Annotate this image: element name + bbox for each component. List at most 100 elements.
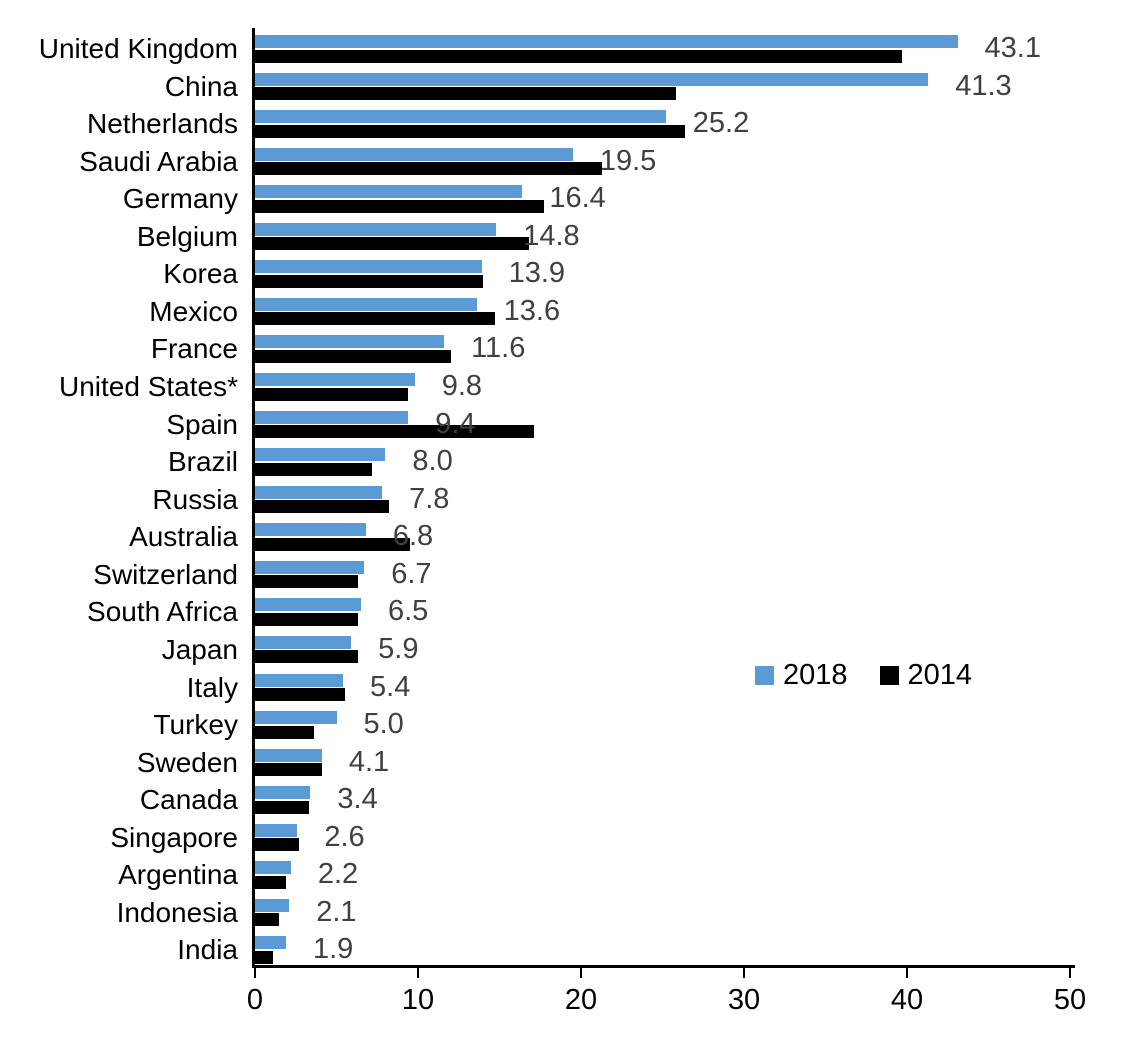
category-label: Belgium: [136, 220, 238, 252]
value-label: 16.4: [549, 182, 606, 215]
category-label: Japan: [161, 633, 238, 665]
bar-2014: [255, 913, 280, 927]
category-label: Germany: [122, 183, 238, 215]
category-label: Singapore: [110, 821, 238, 853]
category-label: Mexico: [149, 295, 238, 327]
value-label: 14.8: [523, 219, 580, 252]
value-label: 2.6: [324, 820, 365, 853]
category-label: Spain: [166, 408, 238, 440]
x-axis-tick-label: 40: [890, 984, 924, 1016]
legend-swatch-2018-icon: [755, 666, 774, 685]
x-axis-tick: [743, 968, 745, 978]
bar-2018: [255, 260, 482, 274]
bar-2018: [255, 635, 352, 649]
value-label: 5.4: [370, 670, 411, 703]
y-axis-line: [252, 28, 255, 968]
x-axis-line: [252, 965, 1075, 968]
value-label: 6.8: [392, 520, 434, 553]
bar-2018: [255, 786, 311, 800]
x-axis-tick: [254, 968, 256, 978]
bar-2018: [255, 335, 445, 349]
category-label: China: [164, 70, 238, 102]
bar-2018: [255, 35, 958, 48]
value-label: 9.8: [441, 370, 483, 403]
value-label: 8.0: [412, 445, 453, 478]
value-label: 1.9: [312, 933, 354, 966]
value-label: 2.2: [317, 858, 359, 891]
bar-2018: [255, 898, 290, 912]
legend-label-2018: 2018: [783, 659, 848, 691]
bar-2018: [255, 485, 383, 499]
bar-2018: [255, 861, 291, 875]
bar-2018: [255, 72, 929, 86]
bar-2014: [255, 49, 903, 63]
bar-2014: [255, 575, 358, 589]
bar-2014: [255, 650, 358, 664]
category-label: India: [177, 934, 238, 966]
x-axis-tick: [580, 968, 582, 978]
bar-2018: [255, 373, 415, 387]
bar-2014: [255, 274, 484, 288]
x-axis-tick-label: 50: [1053, 984, 1087, 1016]
category-label: Brazil: [167, 446, 238, 478]
value-label: 2.1: [316, 895, 357, 928]
bar-2018: [255, 110, 666, 124]
bar-2014: [255, 312, 495, 326]
x-axis-tick: [1069, 968, 1071, 978]
bar-2014: [255, 950, 273, 964]
bar-2018: [255, 823, 298, 837]
category-label: Canada: [139, 784, 238, 816]
bar-2014: [255, 199, 544, 213]
x-axis-tick: [417, 968, 419, 978]
value-label: 13.9: [508, 257, 566, 290]
value-label: 25.2: [692, 107, 750, 140]
legend-swatch-2014-icon: [879, 666, 899, 685]
category-label: Australia: [129, 521, 238, 553]
bar-2014: [255, 688, 345, 702]
category-label: Russia: [152, 483, 238, 515]
bar-2014: [255, 763, 322, 777]
category-label: Switzerland: [93, 558, 238, 590]
bar-2018: [255, 147, 573, 161]
category-label: United Kingdom: [38, 33, 238, 64]
category-label: France: [150, 333, 238, 365]
bar-2018: [255, 185, 523, 199]
bar-2014: [255, 838, 299, 852]
category-label: Saudi Arabia: [79, 145, 238, 177]
value-label: 5.9: [378, 632, 419, 665]
x-axis-tick-label: 0: [246, 984, 264, 1016]
value-label: 3.4: [337, 783, 378, 816]
bar-2018: [255, 711, 337, 725]
bar-2014: [255, 500, 389, 514]
legend-item-2018: 2018: [755, 661, 848, 690]
x-axis-tick: [906, 968, 908, 978]
bar-2014: [255, 387, 409, 401]
value-label: 6.5: [387, 595, 429, 628]
bar-2018: [255, 410, 409, 424]
category-label: Sweden: [136, 746, 238, 778]
category-label: United States*: [59, 371, 238, 403]
bar-2018: [255, 297, 477, 311]
category-label: South Africa: [87, 596, 238, 628]
value-label: 13.6: [503, 294, 561, 327]
category-label: Netherlands: [87, 108, 238, 140]
category-label: Turkey: [153, 709, 238, 741]
category-label: Italy: [186, 671, 238, 703]
value-label: 41.3: [955, 69, 1012, 102]
legend-label-2014: 2014: [907, 659, 973, 691]
x-axis-tick-label: 20: [564, 984, 598, 1016]
value-label: 43.1: [984, 32, 1041, 64]
value-label: 7.8: [409, 482, 450, 515]
bar-2018: [255, 748, 322, 762]
bar-2014: [255, 800, 309, 814]
category-label: Argentina: [118, 859, 238, 891]
bar-2014: [255, 87, 676, 101]
bar-2014: [255, 124, 686, 138]
value-label: 11.6: [471, 332, 526, 365]
bar-2014: [255, 725, 314, 739]
bar-2018: [255, 936, 286, 950]
value-label: 4.1: [348, 745, 390, 778]
value-label: 6.7: [391, 557, 432, 590]
bar-2018: [255, 448, 386, 462]
